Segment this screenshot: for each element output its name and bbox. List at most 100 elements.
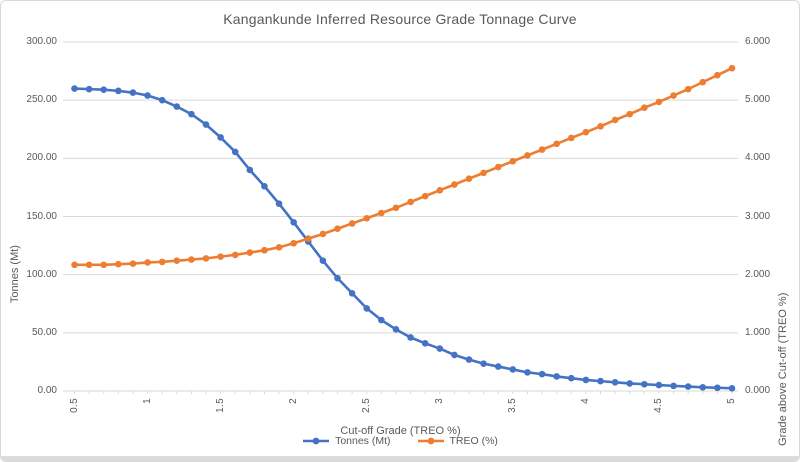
- series-marker-treo: [334, 225, 341, 233]
- series-marker-tonnes: [684, 383, 692, 390]
- series-marker-tonnes: [202, 121, 210, 128]
- series-marker-treo: [684, 85, 692, 93]
- right-axis-tick-label: 5.000: [745, 94, 771, 106]
- series-marker-tonnes: [85, 85, 93, 93]
- series-marker-tonnes: [714, 384, 721, 392]
- series-marker-treo: [261, 246, 268, 254]
- series-line-tonnes: [73, 87, 734, 390]
- series-marker-treo: [538, 146, 546, 153]
- legend-swatch-tonnes-icon: [303, 437, 330, 445]
- window-bottom-edge: [1, 456, 799, 461]
- series-marker-treo: [407, 198, 414, 206]
- x-axis-tick-label: 5: [726, 398, 737, 404]
- x-axis-tick-label: 4.5: [652, 398, 664, 413]
- series-marker-tonnes: [158, 96, 166, 104]
- series-marker-treo: [275, 244, 283, 251]
- series-marker-tonnes: [246, 166, 254, 174]
- series-marker-treo: [217, 253, 224, 260]
- series-marker-tonnes: [334, 274, 341, 282]
- series-marker-tonnes: [392, 326, 400, 333]
- series-marker-tonnes: [173, 103, 181, 110]
- series-marker-treo: [85, 261, 93, 269]
- series-marker-treo: [655, 98, 663, 106]
- legend-swatch-treo-icon: [417, 437, 444, 445]
- series-marker-tonnes: [144, 92, 151, 99]
- series-marker-treo: [509, 157, 517, 165]
- series-marker-treo: [524, 152, 531, 159]
- series-marker-treo: [246, 249, 254, 256]
- series-marker-tonnes: [378, 316, 385, 324]
- series-marker-tonnes: [538, 370, 546, 378]
- right-axis-tick-label: 4.000: [745, 152, 771, 164]
- series-marker-tonnes: [275, 200, 283, 208]
- series-marker-tonnes: [129, 89, 137, 96]
- series-marker-tonnes: [319, 257, 327, 265]
- series-marker-tonnes: [261, 182, 268, 190]
- x-axis-title: Cut-off Grade (TREO %): [340, 425, 461, 437]
- series-marker-treo: [115, 260, 122, 268]
- series-marker-treo: [290, 239, 297, 247]
- right-axis-tick-label: 1.000: [745, 326, 771, 338]
- series-marker-tonnes: [553, 373, 560, 380]
- series-marker-tonnes: [597, 377, 604, 385]
- series-marker-tonnes: [670, 382, 677, 390]
- series-marker-treo: [71, 261, 78, 269]
- series-marker-tonnes: [217, 134, 224, 141]
- x-axis-tick-label: 1.5: [214, 398, 226, 413]
- left-axis-tick-label: 300.00: [26, 36, 57, 47]
- series-marker-tonnes: [407, 334, 414, 341]
- series-marker-treo: [611, 116, 619, 124]
- series-marker-treo: [582, 128, 590, 136]
- series-marker-treo: [319, 230, 327, 238]
- series-marker-tonnes: [363, 305, 371, 312]
- series-marker-treo: [670, 92, 677, 99]
- series-marker-treo: [202, 255, 210, 262]
- right-axis-tick-label: 3.000: [745, 210, 771, 222]
- legend-label-treo: TREO (%): [449, 435, 498, 447]
- series-marker-treo: [129, 260, 137, 267]
- series-marker-tonnes: [611, 378, 619, 386]
- series-marker-treo: [100, 261, 108, 269]
- series-marker-tonnes: [699, 383, 707, 391]
- right-axis-tick-label: 6.000: [745, 36, 771, 47]
- series-marker-treo: [231, 251, 239, 259]
- series-marker-tonnes: [188, 110, 195, 118]
- series-marker-tonnes: [641, 380, 648, 388]
- left-axis-tick-label: 250.00: [26, 94, 57, 106]
- series-marker-tonnes: [100, 86, 108, 93]
- x-axis-tick-label: 3: [433, 398, 445, 404]
- series-marker-treo: [188, 256, 195, 263]
- series-marker-treo: [392, 204, 400, 212]
- series-marker-tonnes: [71, 85, 78, 92]
- series-marker-tonnes: [494, 363, 502, 370]
- right-axis-title: Grade above Cut-off (TREO %): [777, 292, 789, 446]
- series-marker-tonnes: [348, 289, 356, 297]
- x-axis-tick-label: 1: [141, 398, 153, 404]
- series-marker-treo: [348, 220, 356, 227]
- series-marker-tonnes: [290, 219, 297, 226]
- series-marker-treo: [728, 64, 736, 72]
- series-marker-tonnes: [421, 340, 429, 347]
- series-marker-tonnes: [451, 351, 458, 359]
- series-marker-tonnes: [567, 374, 575, 382]
- series-marker-treo: [378, 209, 385, 217]
- series-marker-treo: [480, 169, 487, 177]
- series-marker-tonnes: [509, 366, 517, 373]
- series-marker-tonnes: [524, 369, 531, 376]
- chart-title: Kangankunde Inferred Resource Grade Tonn…: [223, 11, 577, 27]
- series-marker-tonnes: [582, 376, 590, 384]
- right-axis-tick-label: 0.000: [745, 385, 771, 396]
- x-axis-tick-label: 2: [287, 398, 299, 404]
- x-axis-tick-label: 2.5: [360, 398, 372, 413]
- series-marker-tonnes: [231, 148, 239, 156]
- series-marker-treo: [144, 259, 151, 266]
- left-axis-tick-label: 150.00: [26, 210, 57, 222]
- series-line-treo: [73, 66, 734, 267]
- series-marker-treo: [494, 163, 502, 171]
- legend-label-tonnes: Tonnes (Mt): [335, 435, 391, 447]
- series-marker-treo: [304, 235, 312, 242]
- series-marker-treo: [436, 187, 444, 194]
- series-marker-tonnes: [115, 87, 122, 95]
